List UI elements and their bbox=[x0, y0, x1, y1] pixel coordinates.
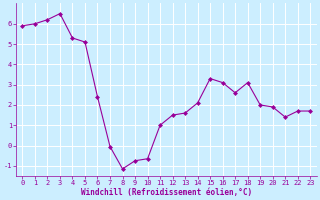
X-axis label: Windchill (Refroidissement éolien,°C): Windchill (Refroidissement éolien,°C) bbox=[81, 188, 252, 197]
